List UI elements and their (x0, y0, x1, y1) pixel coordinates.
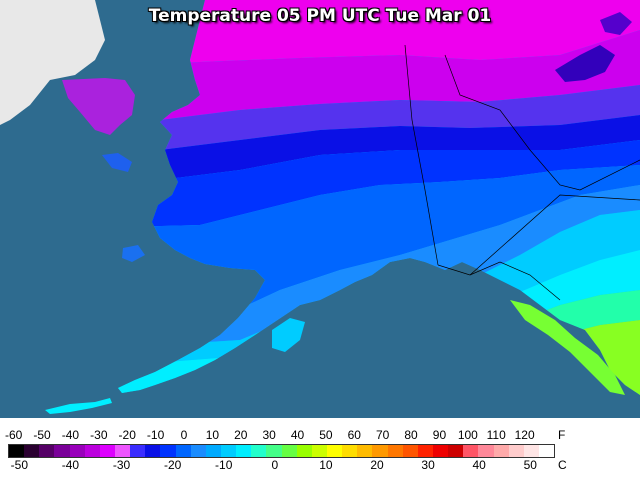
st-lawrence-island (102, 153, 132, 172)
celsius-tick-label: 10 (319, 458, 333, 472)
nwt-border (444, 54, 640, 191)
arctic-islands (555, 45, 615, 82)
southeast-panhandle-islands (510, 300, 625, 395)
scale-swatch (54, 445, 70, 457)
fahrenheit-tick-label: 50 (319, 428, 333, 442)
nunivak-island (122, 245, 145, 262)
scale-swatch (478, 445, 494, 457)
scale-swatch (326, 445, 343, 457)
scale-swatch (266, 445, 282, 457)
fahrenheit-tick-label: 0 (180, 428, 188, 442)
scale-swatch (24, 445, 40, 457)
yukon-bc-border (437, 261, 561, 301)
fahrenheit-tick-label: 70 (376, 428, 390, 442)
scale-swatch (508, 445, 524, 457)
chukotka-region (62, 78, 135, 135)
fahrenheit-tick-label: -20 (118, 428, 136, 442)
fahrenheit-tick-label: -60 (5, 428, 23, 442)
scale-swatch (402, 445, 418, 457)
scale-swatch (372, 445, 388, 457)
canada-border (404, 44, 439, 266)
celsius-tick-label: 20 (370, 458, 384, 472)
celsius-tick-label: 40 (472, 458, 486, 472)
scale-swatch (387, 445, 403, 457)
scale-swatch (69, 445, 85, 457)
scale-swatch (251, 445, 267, 457)
scale-swatch (538, 445, 555, 457)
fahrenheit-tick-label: -40 (61, 428, 80, 442)
fahrenheit-tick-label: 110 (486, 428, 506, 442)
fahrenheit-tick-label: 100 (457, 428, 478, 442)
scale-swatch (145, 445, 161, 457)
fahrenheit-tick-label: 90 (432, 428, 447, 442)
scale-swatch (160, 445, 176, 457)
scale-swatch (99, 445, 115, 457)
celsius-tick-label: -50 (10, 458, 29, 472)
fahrenheit-tick-label: -30 (90, 428, 108, 442)
scale-swatch (432, 445, 449, 457)
map-title: Temperature 05 PM UTC Tue Mar 01 (148, 6, 492, 26)
fahrenheit-tick-label: -50 (33, 428, 51, 442)
temperature-map: Temperature 05 PM UTC Tue Mar 01 (0, 0, 640, 418)
scale-swatch (311, 445, 327, 457)
scale-swatch (236, 445, 252, 457)
scale-swatch (493, 445, 509, 457)
fahrenheit-tick-label: 60 (347, 428, 361, 442)
scale-swatch (9, 445, 25, 457)
scale-swatch (114, 445, 131, 457)
arctic-islands-2 (600, 12, 632, 35)
celsius-tick-label: 30 (421, 458, 435, 472)
celsius-tick-label: -40 (61, 458, 80, 472)
temperature-legend: -60 -50 -40 -30 -20 -10 0 10 20 30 40 50 60 70 80 90 100… (0, 418, 640, 480)
aleutian-islands (45, 398, 112, 414)
map-graphic (0, 0, 640, 414)
scale-swatch (220, 445, 237, 457)
scale-swatch (281, 445, 297, 457)
scale-swatch (39, 445, 55, 457)
scale-swatch (205, 445, 221, 457)
celsius-tick-label: -20 (163, 458, 182, 472)
scale-swatch (357, 445, 373, 457)
fahrenheit-tick-label: 10 (205, 428, 220, 442)
celsius-tick-label: -10 (215, 458, 233, 472)
scale-swatch (296, 445, 312, 457)
fahrenheit-tick-label: 120 (514, 428, 535, 442)
fahrenheit-tick-label: 40 (290, 428, 305, 442)
scale-swatch (130, 445, 146, 457)
fahrenheit-tick-label: 80 (404, 428, 418, 442)
scale-swatch (417, 445, 433, 457)
fahrenheit-tick-label: -10 (146, 428, 165, 442)
kodiak-island (272, 318, 305, 352)
scale-swatch (84, 445, 100, 457)
color-scale-bar (8, 444, 555, 458)
scale-swatch (175, 445, 191, 457)
russia-landmass (0, 0, 105, 125)
scale-swatch (342, 445, 358, 457)
celsius-tick-label: 0 (271, 458, 279, 472)
scale-swatch (448, 445, 464, 457)
celsius-unit: C (558, 458, 567, 472)
scale-swatch (463, 445, 479, 457)
fahrenheit-tick-label: 30 (262, 428, 276, 442)
celsius-tick-label: -30 (112, 458, 131, 472)
fahrenheit-tick-label: 20 (234, 428, 248, 442)
scale-swatch (190, 445, 206, 457)
bc-border (469, 194, 640, 276)
scale-swatch (523, 445, 539, 457)
fahrenheit-unit: F (558, 428, 566, 442)
celsius-tick-label: 50 (523, 458, 537, 472)
